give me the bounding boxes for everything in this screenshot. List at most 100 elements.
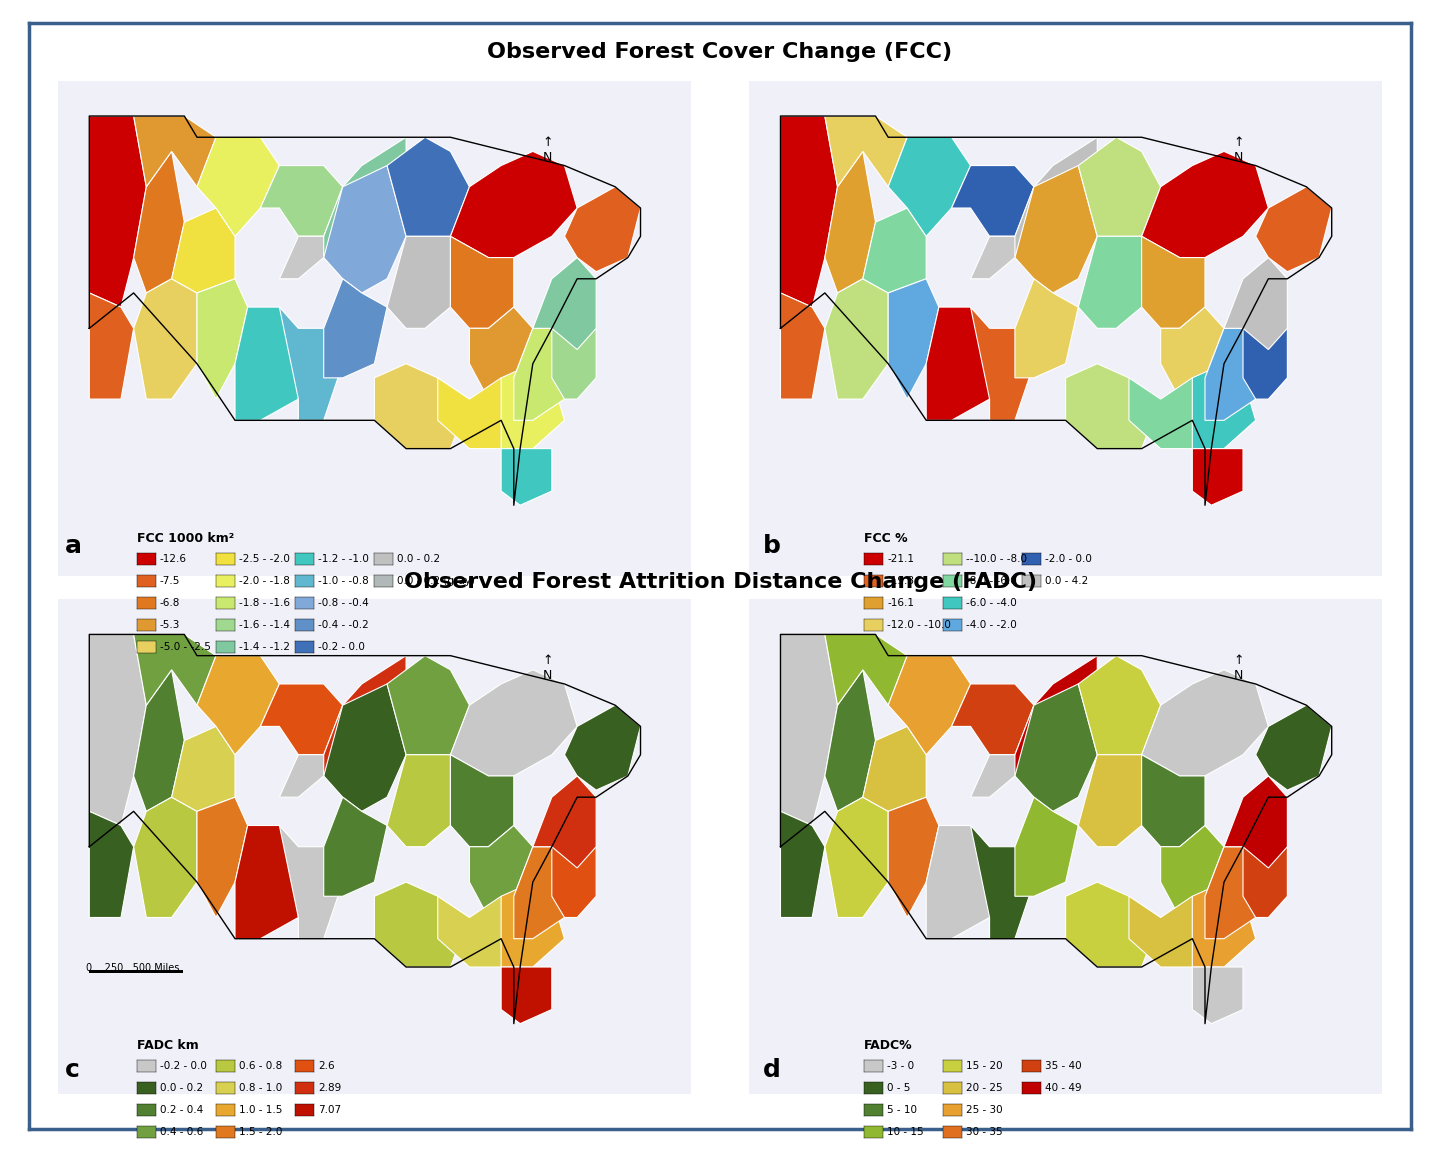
Polygon shape <box>1142 669 1269 776</box>
Polygon shape <box>469 308 533 399</box>
Polygon shape <box>1079 755 1142 847</box>
Polygon shape <box>1192 448 1243 506</box>
Polygon shape <box>533 258 596 349</box>
Polygon shape <box>1142 151 1269 258</box>
Text: -1.4 - -1.2: -1.4 - -1.2 <box>239 642 289 652</box>
Polygon shape <box>926 826 989 939</box>
Text: c: c <box>65 1059 79 1082</box>
Text: ↑
N: ↑ N <box>1233 136 1244 164</box>
Polygon shape <box>134 669 184 811</box>
Polygon shape <box>552 826 596 917</box>
Text: a: a <box>65 535 82 558</box>
Text: -12.6: -12.6 <box>160 554 187 564</box>
Polygon shape <box>235 308 298 420</box>
Text: ↑
N: ↑ N <box>541 654 553 682</box>
Polygon shape <box>298 137 406 258</box>
Polygon shape <box>134 116 216 187</box>
Polygon shape <box>825 151 876 293</box>
Text: 10 - 15: 10 - 15 <box>887 1127 923 1137</box>
Text: Observed Forest Cover Change (FCC): Observed Forest Cover Change (FCC) <box>487 41 953 62</box>
Polygon shape <box>451 151 577 258</box>
Text: FADC%: FADC% <box>864 1039 913 1052</box>
Polygon shape <box>469 826 533 917</box>
Polygon shape <box>1205 328 1269 420</box>
Polygon shape <box>1079 137 1161 236</box>
Polygon shape <box>1079 655 1161 755</box>
Text: 2.6: 2.6 <box>318 1061 336 1071</box>
Text: -1.8 - -1.6: -1.8 - -1.6 <box>239 598 289 608</box>
Text: 40 - 49: 40 - 49 <box>1045 1083 1081 1093</box>
Polygon shape <box>324 797 387 896</box>
Text: 35 - 40: 35 - 40 <box>1045 1061 1081 1071</box>
Polygon shape <box>1161 826 1224 917</box>
Text: 0.0 - 4.2: 0.0 - 4.2 <box>1045 576 1089 586</box>
Text: b: b <box>763 535 780 558</box>
Polygon shape <box>1142 236 1205 328</box>
Polygon shape <box>1015 684 1097 811</box>
Polygon shape <box>989 137 1097 258</box>
Polygon shape <box>324 684 406 811</box>
Polygon shape <box>952 166 1034 236</box>
Polygon shape <box>825 797 888 917</box>
Text: -12.0 - -10.0: -12.0 - -10.0 <box>887 620 950 630</box>
Polygon shape <box>514 847 577 939</box>
Text: -1.6 - -1.4: -1.6 - -1.4 <box>239 620 289 630</box>
Text: 0    250   500 Miles: 0 250 500 Miles <box>86 963 180 972</box>
Text: 15 - 20: 15 - 20 <box>966 1061 1002 1071</box>
Polygon shape <box>261 166 343 236</box>
Polygon shape <box>134 279 197 399</box>
Text: FCC 1000 km²: FCC 1000 km² <box>137 532 235 545</box>
Polygon shape <box>197 655 279 755</box>
Polygon shape <box>235 826 298 939</box>
Polygon shape <box>888 655 971 755</box>
Polygon shape <box>324 166 406 293</box>
Polygon shape <box>1129 378 1205 448</box>
Text: 30 - 35: 30 - 35 <box>966 1127 1002 1137</box>
Polygon shape <box>780 635 838 826</box>
Polygon shape <box>971 755 1015 797</box>
Polygon shape <box>279 826 343 939</box>
Text: -1.0 - -0.8: -1.0 - -0.8 <box>318 576 369 586</box>
Polygon shape <box>324 279 387 378</box>
Polygon shape <box>888 279 939 399</box>
Polygon shape <box>1243 308 1287 399</box>
Polygon shape <box>171 727 235 811</box>
Polygon shape <box>374 882 469 967</box>
Polygon shape <box>825 669 876 811</box>
Polygon shape <box>1205 847 1269 939</box>
Polygon shape <box>1066 882 1161 967</box>
Text: -6.0 - -4.0: -6.0 - -4.0 <box>966 598 1017 608</box>
Polygon shape <box>171 209 235 293</box>
Polygon shape <box>1129 896 1205 967</box>
Text: -3 - 0: -3 - 0 <box>887 1061 914 1071</box>
Text: 1.5 - 2.0: 1.5 - 2.0 <box>239 1127 282 1137</box>
Polygon shape <box>89 293 134 399</box>
Text: -2.0 - -1.8: -2.0 - -1.8 <box>239 576 289 586</box>
Text: -5.0 - -2.5: -5.0 - -2.5 <box>160 642 210 652</box>
Text: FCC %: FCC % <box>864 532 907 545</box>
Polygon shape <box>1224 258 1287 349</box>
Polygon shape <box>971 236 1015 279</box>
Polygon shape <box>1256 705 1332 790</box>
Text: -8.0 - -6.0: -8.0 - -6.0 <box>966 576 1017 586</box>
Polygon shape <box>825 116 907 187</box>
Polygon shape <box>863 727 926 811</box>
Polygon shape <box>451 236 514 328</box>
Text: -0.4 - -0.2: -0.4 - -0.2 <box>318 620 369 630</box>
Polygon shape <box>501 448 552 506</box>
Polygon shape <box>451 669 577 776</box>
Text: -6.8: -6.8 <box>160 598 180 608</box>
Polygon shape <box>438 896 514 967</box>
Polygon shape <box>1142 755 1205 847</box>
Polygon shape <box>438 378 514 448</box>
Polygon shape <box>952 684 1034 755</box>
Text: FADC km: FADC km <box>137 1039 199 1052</box>
Text: ↑
N: ↑ N <box>541 136 553 164</box>
Polygon shape <box>1015 279 1079 378</box>
Text: 25 - 30: 25 - 30 <box>966 1105 1002 1115</box>
Polygon shape <box>564 705 641 790</box>
Polygon shape <box>1256 187 1332 272</box>
Text: 0.2 - 0.4: 0.2 - 0.4 <box>160 1105 203 1115</box>
Text: -19.8: -19.8 <box>887 576 914 586</box>
Polygon shape <box>374 364 469 448</box>
